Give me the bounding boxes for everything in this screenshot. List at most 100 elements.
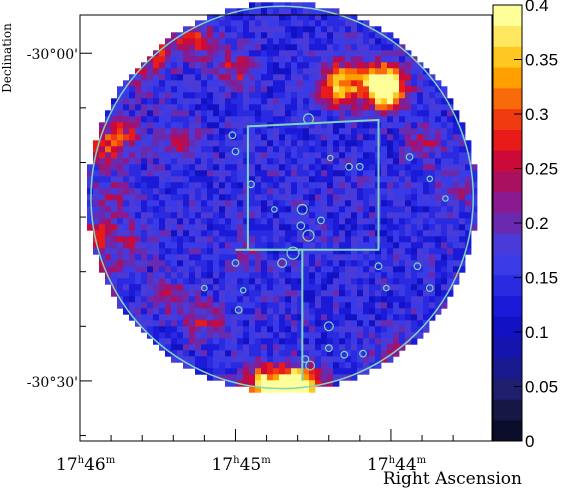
heatmap-cell: [291, 38, 298, 45]
heatmap-cell: [201, 320, 208, 327]
heatmap-cell: [147, 320, 154, 327]
heatmap-cell: [297, 182, 304, 189]
heatmap-cell: [129, 260, 136, 267]
heatmap-cell: [393, 290, 400, 297]
heatmap-cell: [231, 152, 238, 159]
heatmap-cell: [327, 140, 334, 147]
heatmap-cell: [417, 284, 424, 291]
heatmap-cell: [285, 380, 292, 387]
heatmap-cell: [105, 278, 112, 285]
heatmap-cell: [231, 242, 238, 249]
heatmap-cell: [255, 44, 262, 51]
heatmap-cell: [423, 218, 430, 225]
heatmap-cell: [297, 320, 304, 327]
heatmap-cell: [243, 128, 250, 135]
heatmap-cell: [333, 296, 340, 303]
heatmap-cell: [285, 290, 292, 297]
heatmap-cell: [153, 224, 160, 231]
heatmap-cell: [327, 356, 334, 363]
heatmap-cell: [339, 332, 346, 339]
heatmap-cell: [435, 110, 442, 117]
heatmap-cell: [153, 62, 160, 69]
heatmap-cell: [261, 386, 268, 393]
heatmap-cell: [351, 182, 358, 189]
heatmap-cell: [87, 194, 94, 201]
heatmap-cell: [309, 92, 316, 99]
heatmap-cell: [159, 86, 166, 93]
heatmap-cell: [345, 356, 352, 363]
heatmap-cell: [165, 290, 172, 297]
heatmap-cell: [411, 326, 418, 333]
heatmap-cell: [177, 308, 184, 315]
heatmap-cell: [363, 248, 370, 255]
heatmap-cell: [219, 242, 226, 249]
heatmap-cell: [195, 164, 202, 171]
heatmap-cell: [357, 188, 364, 195]
heatmap-cell: [117, 182, 124, 189]
heatmap-cell: [351, 224, 358, 231]
heatmap-cell: [171, 278, 178, 285]
heatmap-cell: [201, 134, 208, 141]
heatmap-cell: [243, 206, 250, 213]
heatmap-cell: [267, 62, 274, 69]
heatmap-cell: [159, 104, 166, 111]
heatmap-cell: [213, 146, 220, 153]
heatmap-cell: [171, 248, 178, 255]
heatmap-cell: [99, 218, 106, 225]
heatmap-cell: [273, 302, 280, 309]
heatmap-cell: [279, 332, 286, 339]
heatmap-cell: [387, 146, 394, 153]
heatmap-cell: [435, 128, 442, 135]
heatmap-cell: [339, 284, 346, 291]
heatmap-cell: [411, 182, 418, 189]
heatmap-cell: [213, 284, 220, 291]
heatmap-cell: [369, 230, 376, 237]
heatmap-cell: [321, 374, 328, 381]
heatmap-cell: [309, 344, 316, 351]
heatmap-cell: [231, 110, 238, 117]
heatmap-cell: [237, 146, 244, 153]
heatmap-cell: [387, 68, 394, 75]
heatmap-cell: [447, 182, 454, 189]
heatmap-cell: [351, 140, 358, 147]
heatmap-cell: [375, 344, 382, 351]
heatmap-cell: [159, 248, 166, 255]
heatmap-cell: [141, 182, 148, 189]
heatmap-cell: [267, 296, 274, 303]
heatmap-cell: [411, 338, 418, 345]
heatmap-cell: [303, 158, 310, 165]
heatmap-cell: [147, 80, 154, 87]
heatmap-cell: [339, 110, 346, 117]
heatmap-cell: [423, 212, 430, 219]
heatmap-cell: [285, 284, 292, 291]
heatmap-cell: [315, 68, 322, 75]
heatmap-cell: [405, 98, 412, 105]
heatmap-cell: [303, 326, 310, 333]
heatmap-cell: [351, 38, 358, 45]
heatmap-cell: [249, 362, 256, 369]
heatmap-cell: [231, 8, 238, 15]
heatmap-cell: [141, 236, 148, 243]
heatmap-cell: [297, 110, 304, 117]
heatmap-cell: [333, 194, 340, 201]
heatmap-cell: [357, 254, 364, 261]
heatmap-cell: [309, 26, 316, 33]
heatmap-cell: [339, 98, 346, 105]
heatmap-cell: [381, 206, 388, 213]
heatmap-cell: [195, 32, 202, 39]
heatmap-cell: [291, 290, 298, 297]
heatmap-cell: [249, 242, 256, 249]
heatmap-cell: [225, 176, 232, 183]
heatmap-cell: [237, 200, 244, 207]
heatmap-cell: [357, 278, 364, 285]
heatmap-cell: [303, 140, 310, 147]
heatmap-cell: [345, 260, 352, 267]
heatmap-cell: [315, 350, 322, 357]
heatmap-cell: [189, 350, 196, 357]
heatmap-cell: [441, 122, 448, 129]
heatmap-cell: [399, 278, 406, 285]
heatmap-cell: [219, 134, 226, 141]
heatmap-cell: [267, 32, 274, 39]
heatmap-cell: [405, 296, 412, 303]
heatmap-cell: [249, 296, 256, 303]
